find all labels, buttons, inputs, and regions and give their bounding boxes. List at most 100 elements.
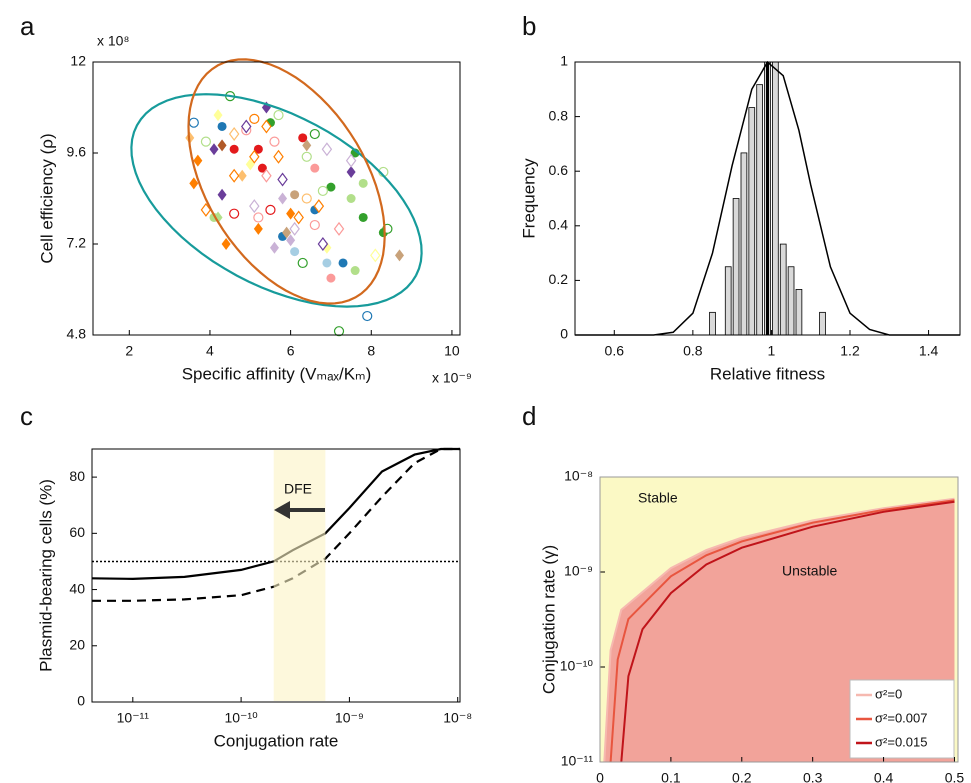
bar — [732, 198, 740, 336]
point — [229, 208, 240, 219]
y-tick-label: 0.8 — [549, 107, 569, 123]
x-tick-label: 1.4 — [919, 343, 939, 359]
point — [350, 266, 360, 276]
point — [289, 221, 300, 236]
arrow-head — [274, 501, 290, 519]
point — [273, 109, 284, 121]
bar — [819, 311, 826, 336]
density-curve — [575, 60, 960, 336]
legend-label: σ²=0.007 — [875, 710, 927, 725]
point — [362, 310, 373, 322]
region-label: Unstable — [782, 563, 837, 579]
point — [286, 234, 296, 247]
x-tick-label: 0 — [596, 770, 604, 783]
y-tick-label: 0.2 — [549, 271, 569, 287]
point — [358, 178, 368, 188]
y-tick-label: 20 — [69, 636, 85, 652]
panel-label: c — [20, 401, 33, 431]
bar — [709, 311, 716, 336]
point — [317, 185, 328, 197]
bar — [772, 61, 779, 336]
point — [322, 258, 332, 268]
point — [293, 210, 304, 225]
point — [228, 127, 240, 142]
x-tick-label: 10⁻⁹ — [335, 710, 364, 726]
x-tick-label: 1 — [768, 343, 776, 359]
y-axis-label: Frequency — [519, 158, 538, 239]
y-tick-label: 60 — [69, 524, 85, 540]
point — [301, 193, 312, 204]
bar — [724, 266, 732, 336]
point — [298, 133, 308, 143]
point — [189, 177, 199, 190]
point — [217, 139, 227, 152]
bar — [779, 243, 787, 336]
x-tick-label: 1.2 — [840, 343, 860, 359]
point — [209, 143, 219, 156]
point — [290, 247, 300, 257]
y-tick-label: 0 — [77, 693, 85, 709]
y-tick-label: 0 — [560, 326, 568, 342]
point — [321, 142, 333, 157]
region-label: Stable — [638, 490, 678, 506]
point — [326, 273, 336, 283]
point — [249, 113, 260, 124]
point — [217, 188, 227, 201]
point — [309, 128, 320, 140]
x-tick-label: 0.3 — [803, 770, 823, 783]
point — [269, 241, 279, 254]
point — [317, 237, 329, 251]
point — [302, 139, 312, 152]
x-tick-label: 6 — [287, 343, 295, 359]
point — [253, 212, 264, 223]
point — [338, 258, 348, 268]
point — [310, 163, 320, 173]
point — [257, 163, 267, 173]
point — [333, 221, 345, 236]
x-tick-label: 2 — [125, 343, 133, 359]
point — [333, 326, 345, 337]
x-tick-label: 10⁻¹⁰ — [224, 710, 258, 726]
x-tick-label: 8 — [367, 343, 375, 359]
x-tick-label: 10⁻¹¹ — [117, 710, 150, 726]
point — [249, 149, 260, 164]
x-tick-label: 10 — [444, 343, 460, 359]
panel-label: b — [522, 11, 536, 41]
ellipse — [130, 93, 423, 308]
point — [229, 144, 239, 154]
plot-frame — [92, 61, 461, 336]
legend-label: σ²=0.015 — [875, 734, 927, 749]
legend-label: σ²=0 — [875, 686, 902, 701]
point — [273, 149, 284, 164]
y-tick-label: 10⁻¹⁰ — [560, 658, 594, 674]
y-tick-label: 7.2 — [67, 235, 87, 251]
point — [395, 249, 405, 262]
point — [358, 212, 368, 222]
point — [200, 136, 212, 147]
line — [609, 499, 955, 763]
bar — [740, 152, 748, 336]
bar — [787, 266, 795, 336]
ellipse — [187, 58, 386, 305]
point — [286, 207, 296, 220]
point — [290, 190, 300, 200]
annotation: DFE — [284, 481, 312, 497]
point — [313, 199, 325, 214]
point — [221, 238, 231, 250]
band — [273, 450, 326, 701]
y-tick-label: 10⁻¹¹ — [561, 753, 594, 769]
point — [237, 169, 247, 182]
y-tick-label: 9.6 — [67, 144, 87, 160]
x-tick-label: 0.8 — [683, 343, 703, 359]
point — [249, 199, 260, 214]
point — [261, 119, 272, 134]
point — [278, 192, 288, 205]
point — [346, 165, 356, 178]
y-tick-label: 0.4 — [549, 217, 569, 233]
y-multiplier: x 10⁸ — [97, 33, 129, 49]
x-multiplier: x 10⁻⁹ — [432, 370, 472, 386]
point — [282, 226, 292, 239]
y-tick-label: 0.6 — [549, 162, 569, 178]
point — [345, 153, 357, 168]
